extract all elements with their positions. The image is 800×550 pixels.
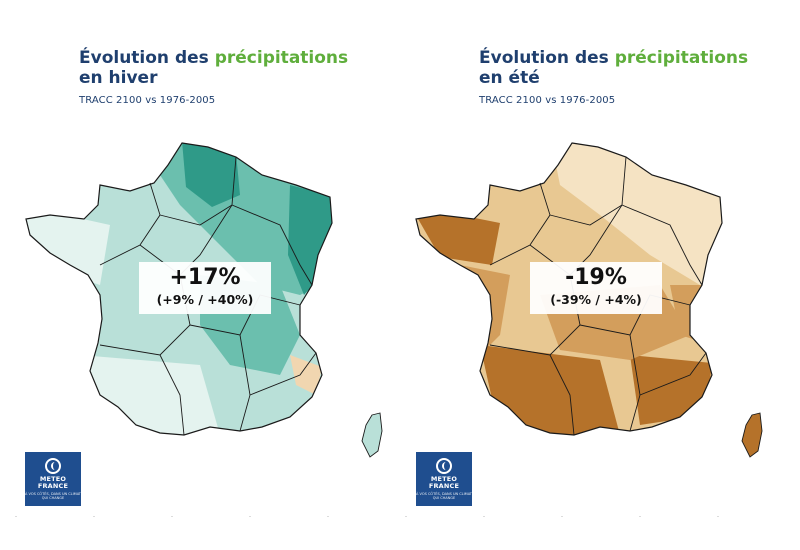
summer-stat-box: -19% (-39% / +4%)	[530, 262, 662, 314]
summer-subtitle: TRACC 2100 vs 1976-2005	[479, 95, 616, 106]
summer-zone-southwest	[480, 345, 620, 435]
winter-zone-dry-south	[290, 355, 322, 395]
summer-title: Évolution des précipitations en été	[479, 48, 748, 88]
winter-title-accent: précipitations	[214, 48, 349, 68]
winter-subtitle: TRACC 2100 vs 1976-2005	[79, 95, 216, 106]
logo-name-line2-2: FRANCE	[428, 482, 460, 490]
meteo-france-logo-icon-2	[436, 458, 452, 474]
summer-title-main: Évolution des	[479, 48, 615, 68]
summer-france-outline	[415, 142, 723, 436]
summer-change-value: -19%	[565, 265, 627, 290]
summer-zone-southeast	[630, 355, 712, 425]
summer-title-season: en été	[479, 68, 540, 88]
winter-stat-box: +17% (+9% / +40%)	[139, 262, 271, 314]
logo-name-line1-2: METEO	[430, 475, 458, 483]
winter-region-borders	[99, 156, 317, 436]
summer-corsica	[741, 412, 763, 458]
winter-corsica	[361, 412, 383, 458]
winter-change-value: +17%	[169, 265, 241, 290]
logo-tagline: À VOS CÔTÉS, DANS UN CLIMAT QUI CHANGE	[25, 492, 81, 500]
summer-zone-brittany	[416, 205, 500, 265]
summer-title-accent: précipitations	[614, 48, 749, 68]
winter-change-range: (+9% / +40%)	[156, 292, 254, 307]
winter-bottom-divider	[15, 516, 375, 517]
winter-zone-north	[182, 143, 240, 207]
logo-name-line1: METEO	[39, 475, 67, 483]
logo-name-line2: FRANCE	[37, 482, 69, 490]
summer-change-range: (-39% / +4%)	[550, 292, 642, 307]
winter-title: Évolution des précipitations en hiver	[79, 48, 348, 88]
meteo-france-logo-icon	[45, 458, 61, 474]
summer-bottom-divider	[405, 516, 765, 517]
winter-title-main: Évolution des	[79, 48, 215, 68]
winter-france-outline	[25, 142, 333, 436]
summer-region-borders	[489, 156, 707, 436]
meteo-france-logo-2: METEO FRANCE À VOS CÔTÉS, DANS UN CLIMAT…	[416, 452, 472, 506]
winter-france-map	[25, 142, 383, 458]
meteo-france-logo: METEO FRANCE À VOS CÔTÉS, DANS UN CLIMAT…	[25, 452, 81, 506]
winter-title-season: en hiver	[79, 68, 158, 88]
logo-tagline-2: À VOS CÔTÉS, DANS UN CLIMAT QUI CHANGE	[416, 492, 472, 500]
winter-panel: Évolution des précipitations en hiver TR…	[15, 48, 383, 517]
summer-panel: Évolution des précipitations en été TRAC…	[400, 0, 800, 550]
